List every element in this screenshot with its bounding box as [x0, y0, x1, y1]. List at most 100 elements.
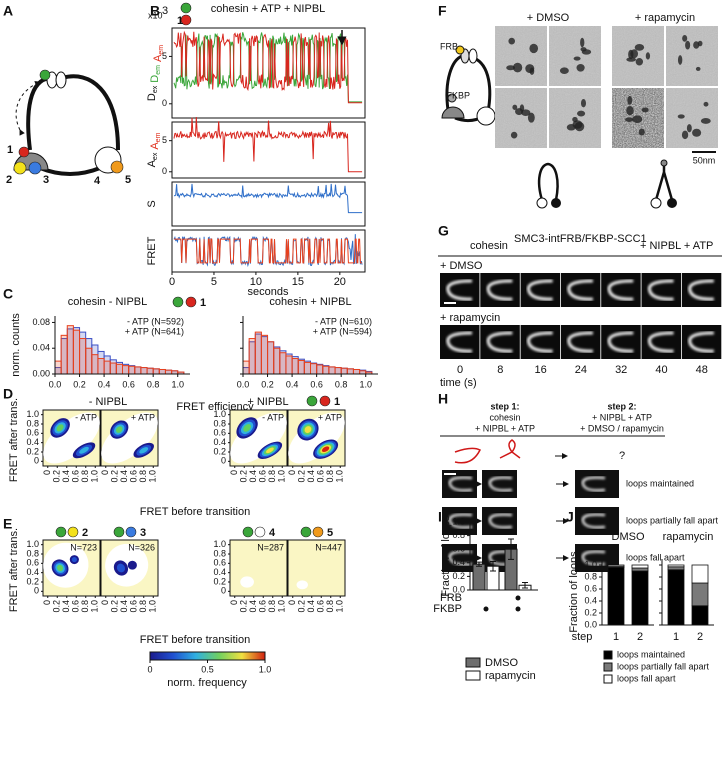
axis-title: FRET before transition	[140, 506, 250, 518]
histogram-bar	[346, 368, 354, 375]
dye-circle	[242, 526, 254, 538]
histogram-bar	[146, 367, 154, 375]
plot-frame	[171, 121, 366, 179]
em-particle	[573, 56, 581, 61]
x-tick-label: 1.0	[277, 470, 287, 483]
stacked-bar	[631, 567, 649, 572]
dna-loop	[688, 331, 714, 353]
x-tick-label: 0.4	[119, 470, 129, 483]
em-particle	[515, 108, 524, 116]
cartoon	[536, 197, 548, 209]
x-tick-label: 0.6	[258, 600, 268, 613]
dna-loop	[488, 476, 513, 492]
panel-title: rapamycin	[663, 531, 714, 543]
y-tick-label: 0.4	[213, 567, 226, 577]
x-tick-label: 0.6	[71, 600, 81, 613]
dna-loop	[607, 331, 634, 353]
row-label: AexAem	[146, 132, 162, 167]
construct-dot	[515, 595, 521, 601]
dna-loop	[527, 331, 553, 353]
plot-frame	[171, 27, 366, 119]
fusion-label: FRB	[440, 41, 458, 51]
em-noise	[612, 26, 664, 86]
condition-label: + DMSO	[440, 260, 483, 272]
em-particle	[512, 104, 518, 110]
x-tick-label: 0.4	[306, 600, 316, 613]
density-contour	[243, 424, 251, 432]
x-tick-label: 0.2	[52, 470, 62, 483]
dye-circle	[306, 395, 318, 407]
dna-loop	[688, 279, 714, 301]
legend-entry: + ATP (N=641)	[125, 326, 184, 336]
empty-region	[288, 412, 345, 464]
dna-loop	[581, 550, 606, 566]
histogram-bar	[97, 358, 105, 375]
cartoon	[537, 162, 559, 201]
dna-loop	[607, 279, 634, 301]
em-particle	[692, 128, 702, 137]
row-label-part: D	[146, 93, 158, 101]
x-tick-label: 10	[250, 276, 262, 288]
histogram-bar	[267, 341, 275, 375]
em-particle	[635, 58, 644, 66]
trace-illustration	[174, 238, 363, 264]
dna-loop	[567, 279, 593, 301]
panel-letter: G	[438, 223, 449, 239]
bar	[472, 563, 486, 591]
x-tick-label: 1.0	[90, 600, 100, 613]
frame	[560, 273, 601, 307]
stacked-bar	[691, 564, 709, 584]
row-label-sub: ex	[152, 85, 159, 93]
frb-tag	[455, 45, 465, 55]
x-tick-label: 0.4	[248, 470, 258, 483]
subplot-label: - ATP	[75, 412, 97, 422]
cartoon-loop	[454, 447, 482, 464]
panel-title: cohesin + NIPBL	[269, 296, 351, 308]
panel-letter: C	[3, 286, 13, 302]
title: + NIPBL + ATP	[640, 240, 713, 252]
histogram-bar	[352, 368, 361, 375]
legend-swatch	[603, 650, 613, 660]
density-contour	[265, 447, 274, 454]
y-tick-label: 0.4	[584, 595, 597, 605]
x-tick-label: 1	[673, 631, 679, 643]
row-label: FRET	[146, 236, 158, 265]
stacked-bar	[607, 564, 625, 567]
dye-label: 4	[269, 527, 276, 539]
x-tick-label: 1.0	[277, 600, 287, 613]
error-bar	[490, 560, 496, 572]
histogram-bar	[152, 368, 160, 375]
site-label: 2	[6, 174, 12, 186]
axis-title: FRET after trans.	[8, 528, 20, 612]
x-tick-label: 0.6	[122, 379, 135, 389]
x-tick-label: 1.0	[171, 379, 184, 389]
time-label: 48	[696, 364, 708, 376]
time-label: 8	[497, 364, 503, 376]
dye-circle	[254, 526, 266, 538]
histogram-bar	[285, 355, 293, 375]
error-bar	[522, 582, 528, 589]
em-particle	[682, 34, 688, 42]
em-particle	[527, 112, 535, 123]
panel-letter: A	[3, 3, 13, 19]
histogram-bar	[128, 365, 136, 375]
dna-loop	[448, 476, 473, 492]
y-tick-label: 0.2	[213, 446, 226, 456]
cartoon	[650, 197, 662, 209]
x-tick-label: 0.4	[248, 600, 258, 613]
em-particle	[697, 40, 703, 47]
legend-entry: rapamycin	[485, 670, 536, 682]
title-superscript: SMC3-intFRB/FKBP-SCC1	[514, 233, 647, 245]
hinge	[468, 48, 478, 64]
legend-swatch	[603, 674, 613, 684]
row-label-part: D	[149, 75, 161, 83]
x-tick-label: 0.4	[306, 470, 316, 483]
condition-label: + rapamycin	[440, 312, 500, 324]
dye-circle	[13, 161, 27, 175]
trace-illustration	[173, 32, 363, 103]
em-noise	[549, 26, 601, 86]
x-tick-label: 0.2	[52, 600, 62, 613]
axis-title: FRET after trans.	[8, 398, 20, 482]
head	[476, 106, 496, 126]
x-tick-label: 0	[42, 470, 52, 475]
